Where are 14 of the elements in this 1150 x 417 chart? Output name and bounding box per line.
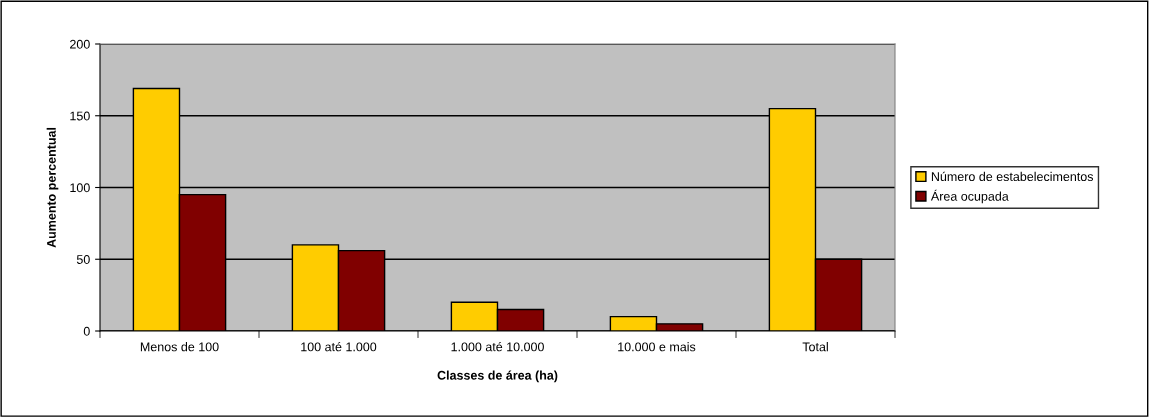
x-tick-label: 1.000 até 10.000 xyxy=(451,341,544,352)
x-tick-label: 100 até 1.000 xyxy=(301,341,377,352)
legend-label: Número de estabelecimentos xyxy=(931,171,1094,182)
x-axis-title: Classes de área (ha) xyxy=(437,370,558,383)
x-tick-label: Total xyxy=(802,342,828,352)
y-tick-label: 200 xyxy=(70,39,90,49)
y-tick-label: 50 xyxy=(76,255,90,264)
x-tick-label: 10.000 e mais xyxy=(618,342,696,352)
y-tick-label: 100 xyxy=(70,183,90,193)
y-tick-label: 150 xyxy=(70,111,90,121)
y-axis-title: Aumento percentual xyxy=(46,127,59,248)
y-tick-label: 0 xyxy=(83,326,90,336)
legend-label: Área ocupada xyxy=(930,189,1009,204)
x-tick-label: Menos de 100 xyxy=(140,342,219,352)
